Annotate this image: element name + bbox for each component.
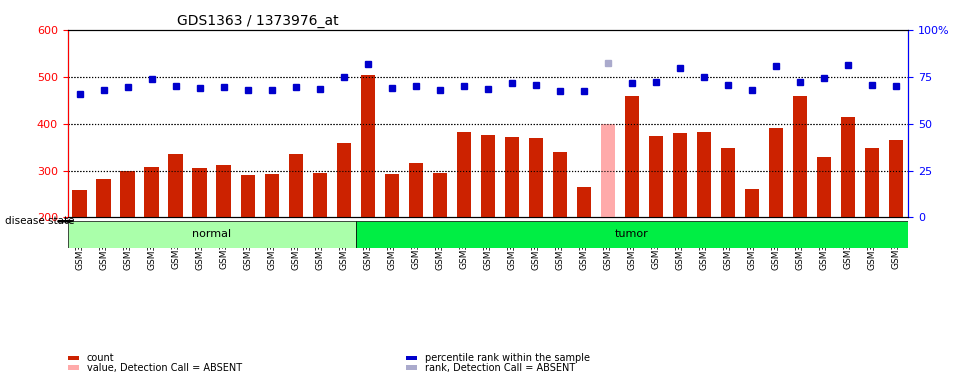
Text: value, Detection Call = ABSENT: value, Detection Call = ABSENT (87, 363, 242, 372)
Bar (192, 168, 207, 217)
Bar (601, 124, 615, 218)
Bar (577, 187, 591, 218)
Bar (817, 157, 831, 218)
Text: tumor: tumor (615, 230, 649, 239)
Bar (360, 75, 375, 217)
Bar (145, 167, 158, 217)
Bar (313, 173, 327, 217)
Bar (216, 165, 231, 218)
Bar (793, 96, 808, 218)
Bar (649, 136, 663, 218)
Bar (121, 171, 135, 217)
Bar (457, 132, 471, 218)
Text: percentile rank within the sample: percentile rank within the sample (425, 353, 590, 363)
Bar (672, 133, 687, 218)
Bar (289, 154, 303, 218)
Bar (745, 189, 759, 217)
Bar (68, 221, 355, 248)
Text: disease state: disease state (5, 216, 74, 226)
Bar (409, 163, 423, 218)
Bar (625, 96, 639, 218)
Bar (769, 128, 783, 217)
Bar (72, 190, 87, 217)
Bar (336, 142, 351, 218)
Bar (528, 138, 543, 218)
Bar (168, 154, 183, 218)
Bar (721, 148, 735, 217)
Text: count: count (87, 353, 115, 363)
Bar (433, 173, 447, 217)
Bar (384, 174, 399, 217)
Bar (241, 175, 255, 217)
Bar (97, 178, 111, 218)
Bar (889, 140, 903, 218)
Text: normal: normal (192, 230, 231, 239)
Bar (481, 135, 495, 218)
Bar (840, 117, 855, 218)
Bar (504, 137, 519, 218)
Bar (865, 148, 879, 217)
Bar (696, 132, 711, 218)
Bar (553, 152, 567, 217)
Bar (265, 174, 279, 217)
Text: rank, Detection Call = ABSENT: rank, Detection Call = ABSENT (425, 363, 576, 372)
Bar (355, 221, 908, 248)
Text: GDS1363 / 1373976_at: GDS1363 / 1373976_at (177, 13, 338, 28)
